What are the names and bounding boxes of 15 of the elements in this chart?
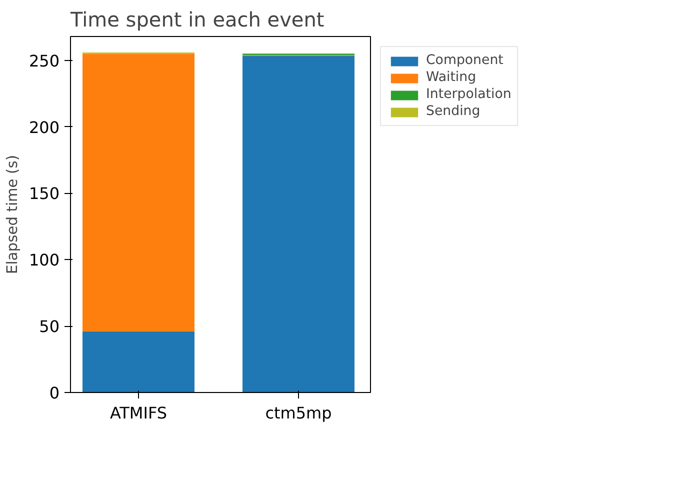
y-tick-label: 250 [28, 51, 60, 70]
legend-label: Waiting [426, 70, 476, 85]
legend-label: Sending [426, 104, 480, 119]
legend-label: Interpolation [426, 87, 512, 102]
x-tick-label: ATMIFS [110, 404, 168, 422]
chart-title: Time spent in each event [70, 8, 324, 32]
y-tick-label: 0 [49, 384, 60, 402]
y-tick-label: 200 [28, 118, 60, 137]
bar [82, 331, 194, 392]
y-tick-label: 150 [28, 184, 60, 204]
legend-label: Component [426, 53, 504, 68]
x-tick-label: ctm5mp [265, 404, 332, 422]
y-axis-title: Elapsed time (s) [4, 154, 21, 274]
y-tick-label: 100 [28, 250, 60, 270]
y-tick-label: 50 [39, 317, 60, 336]
